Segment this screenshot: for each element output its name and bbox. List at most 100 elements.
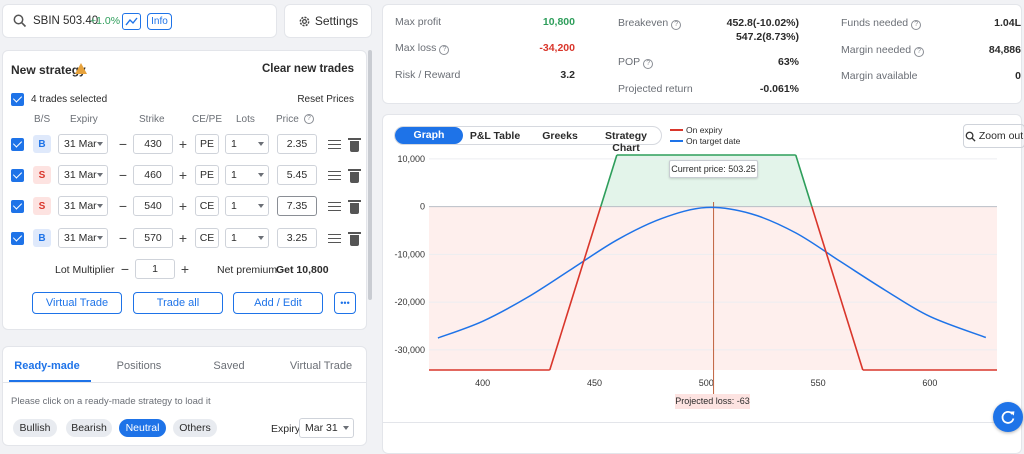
- strike-plus-button[interactable]: +: [178, 136, 188, 152]
- strike-plus-button[interactable]: +: [178, 198, 188, 214]
- refresh-button[interactable]: [993, 402, 1023, 432]
- leg-lots-select[interactable]: 1: [225, 165, 269, 185]
- settings-label: Settings: [314, 14, 359, 28]
- loss-zone: [429, 206, 997, 370]
- strike-minus-button[interactable]: −: [118, 167, 128, 183]
- leg-buy-sell-toggle[interactable]: S: [33, 197, 51, 215]
- leg-checkbox[interactable]: [11, 232, 24, 245]
- current-price-tooltip: Current price: 503.25: [669, 160, 758, 178]
- lot-multiplier-stepper[interactable]: −1 +: [117, 259, 193, 279]
- zoom-icon: [965, 131, 976, 142]
- leg-strike-stepper[interactable]: −460 +: [115, 165, 191, 185]
- tab-virtual-trade[interactable]: Virtual Trade: [289, 360, 353, 372]
- leg-price-input[interactable]: 5.45: [277, 165, 317, 185]
- leg-type[interactable]: PE: [195, 165, 219, 185]
- breakeven-text: Breakeven: [618, 17, 669, 29]
- leg-strike-value[interactable]: 570: [133, 228, 173, 248]
- tab-pl-table[interactable]: P&L Table: [469, 130, 521, 142]
- leg-menu-icon[interactable]: [328, 202, 341, 211]
- leg-price-input[interactable]: 7.35: [277, 196, 317, 216]
- leg-buy-sell-toggle[interactable]: B: [33, 135, 51, 153]
- tab-saved[interactable]: Saved: [213, 360, 245, 372]
- left-scrollbar[interactable]: [368, 50, 372, 300]
- filter-bearish[interactable]: Bearish: [66, 419, 112, 437]
- payoff-chart[interactable]: 10,000 0 -10,000 -20,000 -30,000 400 450 500 550…: [383, 115, 1023, 435]
- delete-icon[interactable]: [348, 232, 361, 246]
- clear-trades-button[interactable]: Clear new trades: [261, 63, 354, 75]
- leg-expiry-select[interactable]: 31 Mar: [58, 228, 108, 248]
- strike-minus-button[interactable]: −: [118, 136, 128, 152]
- filter-others[interactable]: Others: [173, 419, 217, 437]
- leg-menu-icon[interactable]: [328, 234, 341, 243]
- expiry-filter-select[interactable]: Mar 31: [299, 418, 354, 438]
- tabs-divider: [3, 382, 366, 383]
- zoom-out-button[interactable]: Zoom out: [963, 124, 1024, 148]
- breakeven-label: Breakeven?: [618, 17, 682, 30]
- chart-trend-icon[interactable]: [122, 13, 141, 30]
- leg-type[interactable]: CE: [195, 228, 219, 248]
- leg-buy-sell-toggle[interactable]: B: [33, 229, 51, 247]
- select-all-checkbox[interactable]: [11, 93, 24, 106]
- max-loss-value: -34,200: [539, 42, 575, 54]
- filter-neutral[interactable]: Neutral: [119, 419, 166, 437]
- leg-strike-value[interactable]: 540: [133, 196, 173, 216]
- settings-button[interactable]: Settings: [284, 4, 372, 38]
- leg-expiry-select[interactable]: 31 Mar: [58, 196, 108, 216]
- tab-graph[interactable]: Graph: [395, 127, 463, 144]
- trade-all-button[interactable]: Trade all: [133, 292, 223, 314]
- add-edit-button[interactable]: Add / Edit: [233, 292, 323, 314]
- leg-expiry-select[interactable]: 31 Mar: [58, 134, 108, 154]
- search-bar[interactable]: SBIN 503.40 +1.0% Info: [2, 4, 277, 38]
- leg-lots-select[interactable]: 1: [225, 196, 269, 216]
- leg-strike-value[interactable]: 460: [133, 165, 173, 185]
- series-expiry-segment: [794, 154, 813, 207]
- delete-icon[interactable]: [348, 138, 361, 152]
- leg-lots-value: 1: [231, 200, 237, 212]
- leg-buy-sell-toggle[interactable]: S: [33, 166, 51, 184]
- leg-type[interactable]: CE: [195, 196, 219, 216]
- delete-icon[interactable]: [348, 169, 361, 183]
- lot-multiplier-value[interactable]: 1: [135, 259, 175, 279]
- tab-greeks[interactable]: Greeks: [542, 130, 578, 142]
- strike-plus-button[interactable]: +: [178, 230, 188, 246]
- leg-strike-stepper[interactable]: −430 +: [115, 134, 191, 154]
- tab-positions[interactable]: Positions: [116, 360, 162, 372]
- strike-minus-button[interactable]: −: [118, 230, 128, 246]
- more-options-button[interactable]: •••: [334, 292, 356, 314]
- tab-readymade[interactable]: Ready-made: [14, 360, 80, 372]
- leg-type[interactable]: PE: [195, 134, 219, 154]
- leg-menu-icon[interactable]: [328, 171, 341, 180]
- tab-strategy-chart[interactable]: Strategy Chart: [604, 130, 647, 154]
- info-button[interactable]: Info: [147, 13, 172, 30]
- virtual-trade-button[interactable]: Virtual Trade: [32, 292, 122, 314]
- strike-minus-button[interactable]: −: [118, 198, 128, 214]
- multiplier-plus-button[interactable]: +: [180, 261, 190, 277]
- x-tick-label: 600: [922, 378, 937, 388]
- leg-strike-value[interactable]: 430: [133, 134, 173, 154]
- leg-lots-select[interactable]: 1: [225, 134, 269, 154]
- delete-icon[interactable]: [348, 200, 361, 214]
- reset-prices-button[interactable]: Reset Prices: [297, 94, 354, 105]
- leg-expiry-value: 31 Mar: [64, 200, 97, 212]
- leg-checkbox[interactable]: [11, 169, 24, 182]
- leg-menu-icon[interactable]: [328, 140, 341, 149]
- funds-info-icon: ?: [911, 20, 922, 30]
- series-expiry-segment: [811, 206, 864, 371]
- leg-strike-stepper[interactable]: −540 +: [115, 196, 191, 216]
- leg-checkbox[interactable]: [11, 138, 24, 151]
- leg-lots-select[interactable]: 1: [225, 228, 269, 248]
- series-expiry-segment: [599, 154, 618, 207]
- leg-price-input[interactable]: 3.25: [277, 228, 317, 248]
- leg-strike-stepper[interactable]: −570 +: [115, 228, 191, 248]
- expiry-filter-value: Mar 31: [305, 422, 338, 434]
- leg-checkbox[interactable]: [11, 200, 24, 213]
- refresh-icon: [1001, 411, 1015, 424]
- multiplier-minus-button[interactable]: −: [120, 261, 130, 277]
- gear-icon: [299, 16, 310, 26]
- projected-return-label: Projected return: [618, 83, 693, 95]
- leg-expiry-select[interactable]: 31 Mar: [58, 165, 108, 185]
- leg-price-input[interactable]: 2.35: [277, 134, 317, 154]
- strike-plus-button[interactable]: +: [178, 167, 188, 183]
- filter-bullish[interactable]: Bullish: [13, 419, 57, 437]
- legend-expiry-label: On expiry: [686, 125, 723, 135]
